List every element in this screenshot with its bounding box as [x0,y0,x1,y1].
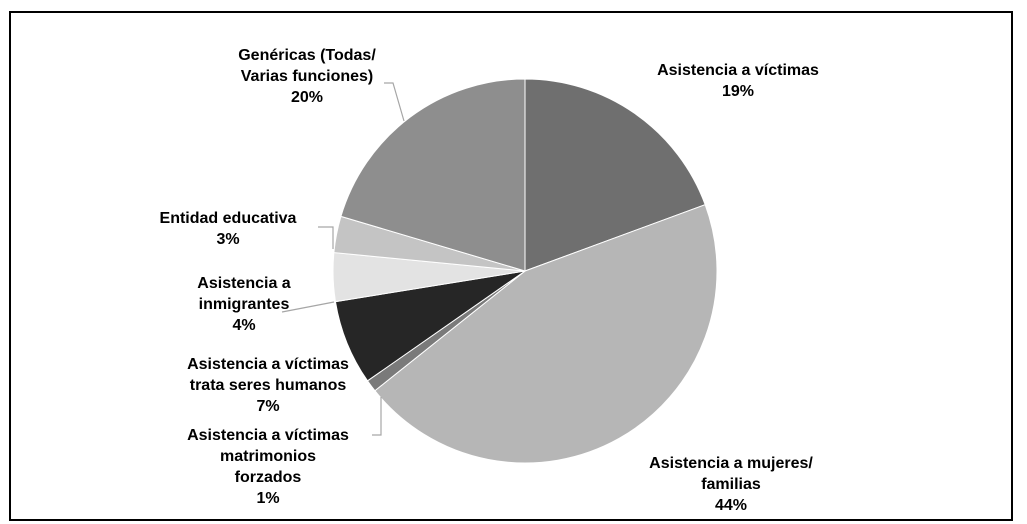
slice-percent-label: 20% [291,89,323,106]
pie-slice [340,78,526,272]
slice-percent-label: 1% [256,490,279,507]
slice-percent-label: 7% [256,398,279,415]
leader-line [281,301,335,313]
slice-percent-label: 44% [715,497,747,514]
slice-label-text: trata seres humanos [190,377,347,394]
slice-label-text: Asistencia a mujeres/ [649,455,813,472]
data-label: Asistencia a víctimas matrimonios forzados… [187,427,349,507]
slice-label-text: Asistencia a víctimas [187,427,349,444]
data-label: Asistencia a mujeres/familias 44% [649,455,813,514]
pie-slice [524,78,706,272]
slice-percent-label: 4% [232,317,255,334]
slice-percent-label: 3% [216,231,239,248]
data-label: Asistencia a víctimas 19% [657,62,819,100]
leader-line [384,82,405,122]
leader-line [318,226,334,249]
slice-label-text: inmigrantes [199,296,290,313]
data-label: Asistencia a inmigrantes 4% [197,275,290,334]
pie-slice [374,204,718,464]
data-label: Entidad educativa 3% [160,210,297,248]
slice-label-text: familias [701,476,761,493]
slice-label-text: matrimonios [220,448,316,465]
slice-label-text: Asistencia a [197,275,290,292]
slice-label-text: Genéricas (Todas/ [238,47,376,64]
data-label: Genéricas (Todas/Varias funciones) 20% [238,47,376,106]
data-label: Asistencia a víctimas trata seres humanos… [187,356,349,415]
slice-label-text: Asistencia a víctimas [657,62,819,79]
slice-label-text: Entidad educativa [160,210,297,227]
slice-label-text: Asistencia a víctimas [187,356,349,373]
slice-label-text: Varias funciones) [241,68,374,85]
slice-percent-label: 19% [722,83,754,100]
leader-line [372,397,382,436]
slice-label-text: forzados [235,469,302,486]
